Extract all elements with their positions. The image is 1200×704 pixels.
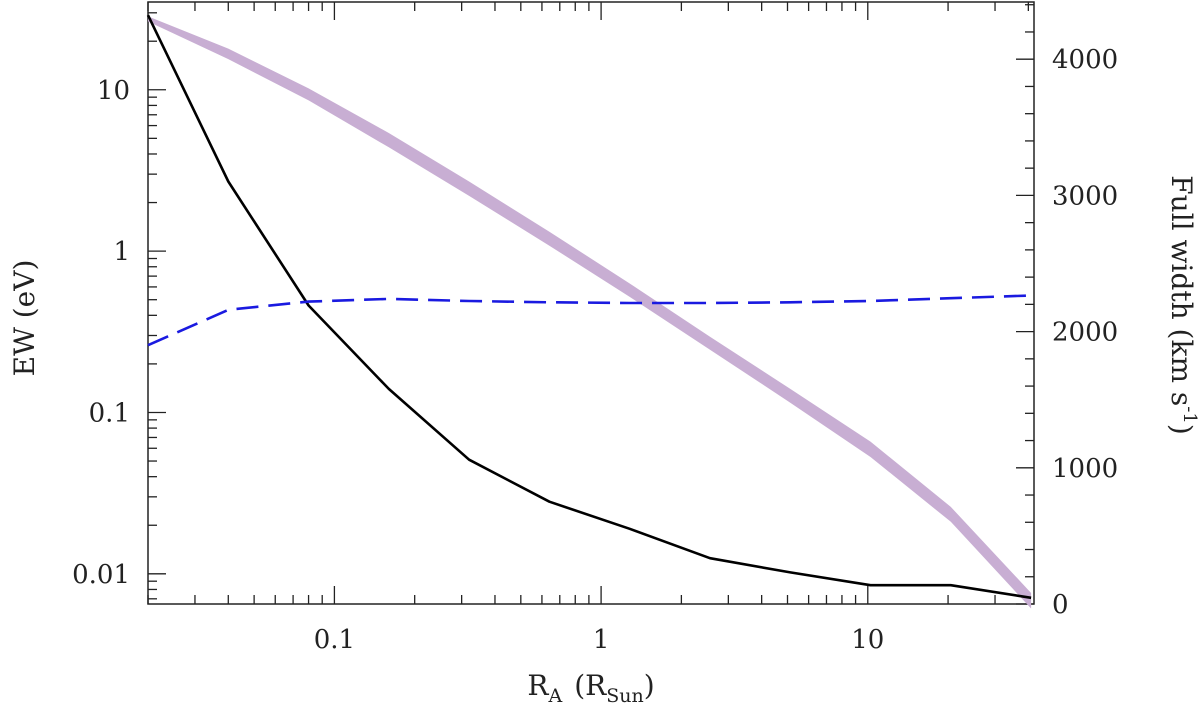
tick-labels: 0.1 1 10 0.01 0.1 1 10 0 1000 2000 3000 4000 <box>72 45 1118 655</box>
x-axis-label-close: ) <box>644 669 655 702</box>
x-tick-label: 0.1 <box>314 625 355 655</box>
y-left-axis-label: EW (eV) <box>8 260 41 377</box>
y-right-tick-label: 0 <box>1052 590 1069 620</box>
y-left-tick-label: 10 <box>97 76 130 106</box>
y-right-axis-label-main: Full width (km s <box>1165 175 1198 406</box>
y-right-tick-label: 2000 <box>1052 318 1118 348</box>
plot-frame <box>147 1 1035 605</box>
y-right-axis-label-sup: -1 <box>1179 406 1200 424</box>
series-layer <box>146 14 1032 609</box>
y-left-tick-label: 0.1 <box>89 398 130 428</box>
y-right-axis-label: Full width (km s-1) <box>1165 175 1200 435</box>
x-axis-label-unit-sub: Sun <box>606 685 644 704</box>
x-axis-label-sub: A <box>547 685 562 704</box>
x-axis-label: RA (RSun) <box>527 669 654 704</box>
series-line-dashed <box>147 294 1032 347</box>
y-left-tick-label: 0.01 <box>72 560 130 590</box>
x-axis-label-main: R <box>527 669 549 702</box>
y-right-tick-label: 4000 <box>1052 45 1118 75</box>
series-line-solid <box>146 14 1032 600</box>
y-right-tick-label: 1000 <box>1052 454 1118 484</box>
y-right-tick-label: 3000 <box>1052 181 1118 211</box>
series-band-full-width <box>148 16 1032 609</box>
x-axis-label-open: (R <box>574 669 607 702</box>
x-tick-label: 1 <box>593 625 610 655</box>
y-right-axis-label-close: ) <box>1165 424 1198 435</box>
y-left-tick-label: 1 <box>113 237 130 267</box>
x-tick-label: 10 <box>851 625 884 655</box>
